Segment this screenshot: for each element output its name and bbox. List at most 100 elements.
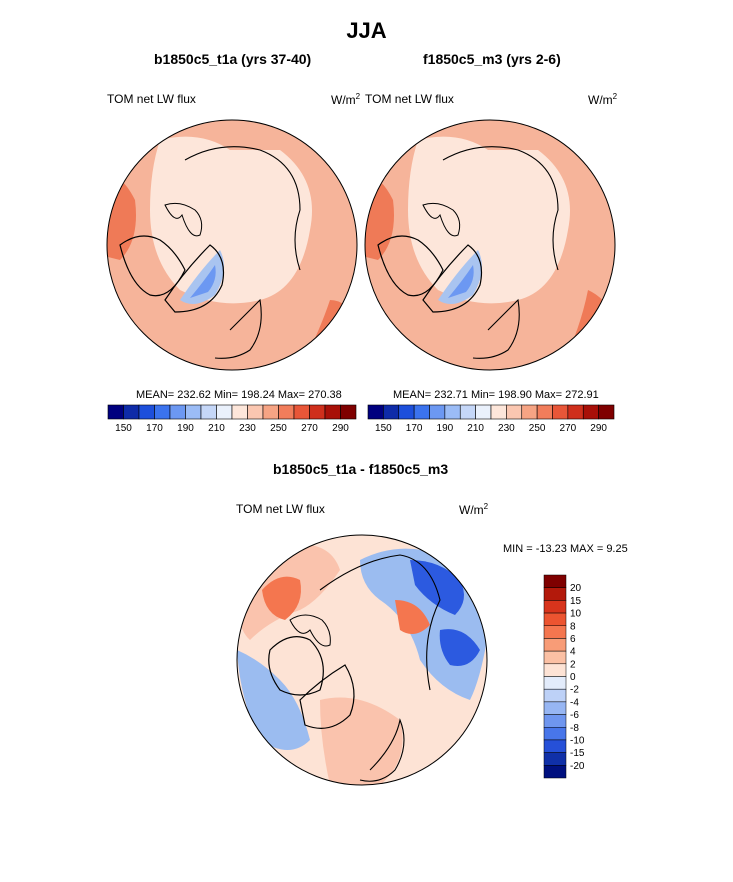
panel1-colorbar-tick-label: 250 [270,423,287,434]
panel3-colorbar-swatch [543,727,567,741]
panel3-colorbar-tick-label: -4 [570,697,579,708]
panel2-title: f1850c5_m3 (yrs 2-6) [423,51,561,67]
panel2-colorbar-swatch [536,404,553,420]
panel3-colorbar-swatch [543,600,567,614]
panel3-colorbar-tick-label: 2 [570,659,576,670]
panel2-arctic-light-region [408,136,570,304]
panel1-colorbar-swatch [247,404,264,420]
panel1-colorbar-tick-label: 230 [239,423,256,434]
panel1-colorbar-swatch [293,404,310,420]
panel2-colorbar-swatch [367,404,384,420]
panel2-colorbar-swatch [429,404,446,420]
panel3-colorbar-tick-label: -8 [570,723,579,734]
panel3-strong-positive-center [395,600,430,634]
panel2-colorbar-tick-label: 250 [529,423,546,434]
panel3-colorbar-tick-label: 15 [570,596,582,607]
panel3-colorbar-swatch [543,663,567,677]
panel2-colorbar-swatch [598,404,615,420]
panel3-field-label: TOM net LW flux [236,502,325,516]
panel3-colorbar-swatch [543,638,567,652]
panel1-greenland-cool-region [180,250,224,304]
panel1-map-border [106,119,358,371]
panel3-map [237,535,487,785]
panel1-title: b1850c5_t1a (yrs 37-40) [154,51,312,67]
panel1-colorbar-swatch [138,404,155,420]
panel3-coastline-archipelago [289,614,331,647]
panel2-coastline-eurasia [442,146,559,271]
panel1-arctic-light-region [150,136,312,304]
panel1-colorbar-swatch [154,404,171,420]
panel2-coastline-archipelago [422,202,461,237]
panel2-map [365,120,615,370]
panel2-colorbar-swatch [506,404,523,420]
panel3-deep-negative-northeast [410,560,464,615]
panel2-colorbar-swatch [552,404,569,420]
panel1-colorbar-swatch [231,404,248,420]
panel3-colorbar-tick-label: 4 [570,647,576,658]
panel3-positive-south [320,697,403,785]
panel2-colorbar-tick-label: 230 [498,423,515,434]
panel3-colorbar-tick-label: -2 [570,685,579,696]
panel2-colorbar-swatch [567,404,584,420]
panel2-colorbar-swatch [475,404,492,420]
panel2-colorbar-tick-label: 150 [375,423,392,434]
panel3-colorbar-tick-label: 8 [570,621,576,632]
panel1-colorbar-swatch [107,404,124,420]
panel3-colorbar-tick-label: 0 [570,672,576,683]
panel3-colorbar-swatch [543,625,567,639]
panel3-colorbar-tick-label: -20 [570,761,585,772]
panel2-colorbar-swatch [383,404,400,420]
panel2-colorbar-tick-label: 170 [406,423,423,434]
panel1-colorbar-swatch [169,404,186,420]
panel3-colorbar-swatch [543,688,567,703]
panel1-coastline-scandinavia [214,298,262,359]
panel2-greenland-core [448,265,474,298]
panel2-coastline-scandinavia [472,298,520,359]
panel3-colorbar-tick-label: -15 [570,748,585,759]
panel3-colorbar-swatch [543,752,567,766]
panel1-colorbar-tick-label: 190 [177,423,194,434]
panel3-colorbar-swatch [543,574,567,588]
panel3-colorbar-swatch [543,650,567,665]
panel2-colorbar-swatch [521,404,538,420]
panel1-field-label: TOM net LW flux [107,92,196,106]
panel3-coastline-greenland [299,664,355,729]
panel1-colorbar-swatch [262,404,279,420]
panel3-units: W/m2 [459,502,489,517]
panel2-colorbar-swatch [582,404,599,420]
panel1-coastline-canada [119,235,186,297]
panel1-coastline-eurasia [184,146,301,271]
panel1-colorbar-swatch [278,404,295,420]
panel2-colorbar-swatch [459,404,476,420]
panel1-colorbar-tick-label: 210 [208,423,225,434]
panel2-colorbar: 150 170 190 210 230 250 270 290 [367,404,615,434]
panel1-colorbar-swatch [340,404,357,420]
panel3-strong-positive-west [262,576,301,620]
panel1-map [107,120,357,370]
panel2-colorbar-swatch [413,404,430,420]
panel3-colorbar-swatch [543,701,567,715]
panel2-colorbar-swatch [490,404,507,420]
panel1-colorbar-swatch [123,404,140,420]
panel2-colorbar-tick-label: 210 [467,423,484,434]
panel3-coastline-canada [268,636,324,696]
panel1-colorbar-tick-label: 170 [146,423,163,434]
panel3-colorbar-tick-label: -10 [570,735,585,746]
panel3-colorbar-swatch [543,739,567,753]
panel1-colorbar-tick-label: 270 [301,423,318,434]
panel3-colorbar-swatch [543,714,567,728]
panel2-colorbar-swatch [444,404,461,420]
panel2-colorbar-tick-label: 190 [437,423,454,434]
panel1-colorbar-swatch [324,404,341,420]
panel1-colorbar-swatch [200,404,217,420]
panel3-deep-negative-east [439,629,480,666]
panel1-units: W/m2 [331,92,361,107]
panel1-coastline-greenland [164,244,225,313]
panel3-colorbar-swatch [543,587,567,601]
panel1-colorbar-swatch [216,404,233,420]
panel2-coastline-greenland [422,244,483,313]
panel3-colorbar-swatch [543,612,567,626]
panel2-field-label: TOM net LW flux [365,92,454,106]
panel1-colorbar: 150 170 190 210 230 250 270 290 [107,404,357,434]
